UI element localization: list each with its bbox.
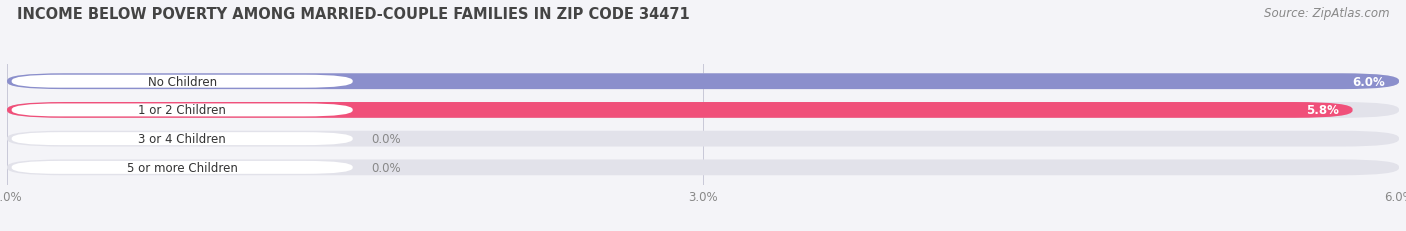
FancyBboxPatch shape: [7, 74, 1399, 90]
FancyBboxPatch shape: [11, 75, 353, 88]
FancyBboxPatch shape: [7, 103, 1399, 118]
Text: 5.8%: 5.8%: [1306, 104, 1339, 117]
Text: INCOME BELOW POVERTY AMONG MARRIED-COUPLE FAMILIES IN ZIP CODE 34471: INCOME BELOW POVERTY AMONG MARRIED-COUPL…: [17, 7, 689, 22]
Text: 6.0%: 6.0%: [1353, 75, 1385, 88]
FancyBboxPatch shape: [11, 161, 353, 174]
Text: 5 or more Children: 5 or more Children: [127, 161, 238, 174]
FancyBboxPatch shape: [7, 74, 1399, 90]
FancyBboxPatch shape: [7, 131, 1399, 147]
FancyBboxPatch shape: [11, 133, 353, 146]
Text: 1 or 2 Children: 1 or 2 Children: [138, 104, 226, 117]
FancyBboxPatch shape: [11, 104, 353, 117]
Text: 3 or 4 Children: 3 or 4 Children: [138, 133, 226, 146]
FancyBboxPatch shape: [7, 160, 1399, 176]
Text: 0.0%: 0.0%: [371, 133, 401, 146]
Text: No Children: No Children: [148, 75, 217, 88]
FancyBboxPatch shape: [7, 103, 1353, 118]
Text: 0.0%: 0.0%: [371, 161, 401, 174]
Text: Source: ZipAtlas.com: Source: ZipAtlas.com: [1264, 7, 1389, 20]
